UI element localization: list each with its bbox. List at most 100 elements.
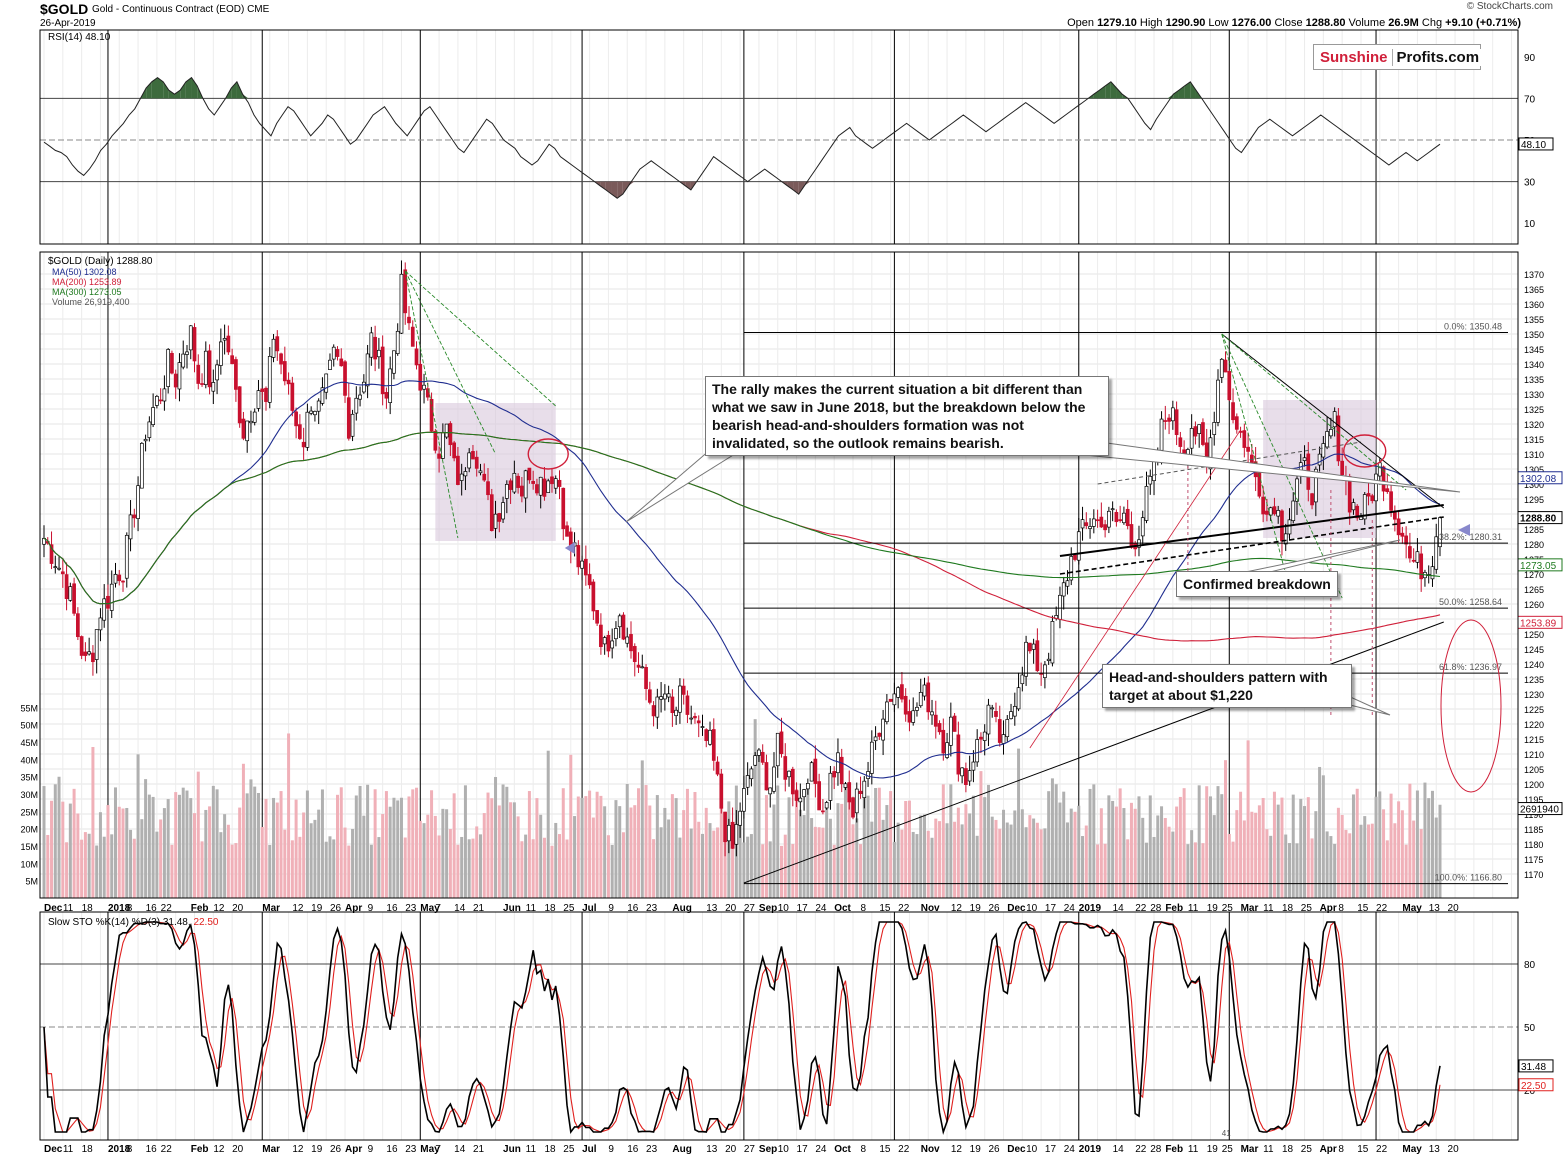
candle-body xyxy=(1291,500,1296,522)
volume-bar xyxy=(768,841,772,898)
close-label: Close xyxy=(1274,17,1303,29)
candle-body xyxy=(501,502,505,520)
candle-body xyxy=(508,480,513,490)
volume-bar xyxy=(241,763,245,898)
rsi-oversold-fill xyxy=(617,181,623,199)
ma300-line xyxy=(43,431,1441,605)
volume-bar xyxy=(1197,785,1201,898)
x-tick-label-bottom: Sep xyxy=(759,1144,777,1155)
price-tick-label: 1360 xyxy=(1524,300,1544,310)
volume-bar xyxy=(960,824,964,898)
volume-bar xyxy=(682,810,686,898)
candle-body xyxy=(42,537,46,545)
volume-bar xyxy=(704,807,708,898)
candle-body xyxy=(655,696,660,718)
volume-bar xyxy=(565,839,569,898)
volume-bar xyxy=(298,836,302,898)
candle-body xyxy=(1276,510,1281,517)
volume-bar xyxy=(407,796,411,898)
candle-body xyxy=(109,583,114,611)
candle-body xyxy=(188,325,193,351)
candle-body xyxy=(1261,496,1265,515)
volume-bar xyxy=(1269,835,1273,898)
candle-body xyxy=(674,709,679,717)
volume-bar xyxy=(798,809,802,898)
x-tick-label: 2018 xyxy=(108,903,131,914)
candle-body xyxy=(1028,642,1032,652)
volume-bar xyxy=(983,797,987,898)
candle-body xyxy=(986,704,991,735)
price-tick-label: 1205 xyxy=(1524,765,1544,775)
volume-bar xyxy=(283,829,287,898)
candle-body xyxy=(663,693,667,700)
volume-tick-label: 5M xyxy=(25,877,38,887)
x-tick-label-bottom: 11 xyxy=(526,1144,537,1155)
volume-bar xyxy=(979,771,983,898)
volume-bar xyxy=(648,805,652,898)
x-tick-label: Feb xyxy=(191,903,209,914)
candle-body xyxy=(1355,505,1360,519)
volume-tick-label: 40M xyxy=(20,755,38,765)
volume-bar xyxy=(1239,791,1243,898)
volume-bar xyxy=(1032,818,1036,898)
candle-body xyxy=(407,316,411,324)
candle-body xyxy=(1351,502,1356,511)
candle-body xyxy=(425,388,430,398)
volume-bar xyxy=(719,808,723,898)
volume-bar xyxy=(535,798,539,898)
legend-ma200: MA(200) 1253.89 xyxy=(52,277,122,287)
volume-tick-label: 20M xyxy=(20,825,38,835)
x-tick-label: May xyxy=(420,903,440,914)
candle-body xyxy=(151,407,155,425)
x-tick-label: 15 xyxy=(879,903,891,914)
candle-body xyxy=(1201,422,1205,445)
volume-tick-label: 15M xyxy=(20,842,38,852)
candle-body xyxy=(1283,533,1288,545)
x-tick-label: 19 xyxy=(311,903,323,914)
x-tick-label: 8 xyxy=(127,903,133,914)
candle-body xyxy=(1080,519,1085,529)
candle-body xyxy=(881,718,885,741)
volume-bar xyxy=(889,791,893,898)
volume-bar xyxy=(219,832,223,898)
symbol: $GOLD xyxy=(40,1,89,17)
volume-bar xyxy=(1096,844,1100,898)
volume-bar xyxy=(1434,817,1438,898)
volume-bar xyxy=(670,794,674,898)
candle-body xyxy=(1058,594,1062,620)
volume-bar xyxy=(625,783,629,898)
candle-body xyxy=(753,755,758,766)
candle-body xyxy=(1005,719,1010,738)
sto-frame xyxy=(39,911,1519,1141)
candle-body xyxy=(546,480,551,493)
volume-bar xyxy=(1363,816,1367,898)
volume-bar xyxy=(1190,830,1194,898)
candle-body xyxy=(772,766,776,792)
volume-bar xyxy=(343,827,347,898)
fib-label: 100.0%: 1166.80 xyxy=(1435,873,1502,883)
low-value: 1276.00 xyxy=(1231,17,1272,29)
volume-bar xyxy=(1295,843,1299,898)
volume-tick-label: 25M xyxy=(20,807,38,817)
credit: © StockCharts.com xyxy=(1466,1,1553,12)
volume-bar xyxy=(749,834,753,898)
x-tick-label-bottom: 8 xyxy=(127,1144,133,1155)
candle-body xyxy=(587,574,592,586)
x-tick-label-bottom: 24 xyxy=(815,1144,827,1155)
volume-bar xyxy=(1005,822,1009,898)
price-tick-label: 1265 xyxy=(1524,585,1544,595)
x-tick-label-bottom: 13 xyxy=(1429,1144,1441,1155)
candle-body xyxy=(87,651,92,655)
x-tick-label-bottom: 25 xyxy=(563,1144,575,1155)
x-tick-label: 9 xyxy=(608,903,614,914)
candle-body xyxy=(926,682,931,713)
candle-body xyxy=(1084,522,1089,527)
volume-bar xyxy=(689,828,693,898)
volume-bar xyxy=(87,833,91,898)
volume-bar xyxy=(1081,836,1085,898)
candle-body xyxy=(1061,582,1066,597)
price-tick-label: 1230 xyxy=(1524,690,1544,700)
volume-bar xyxy=(512,802,516,898)
volume-bar xyxy=(953,821,957,898)
x-tick-label-bottom: Aug xyxy=(672,1144,691,1155)
